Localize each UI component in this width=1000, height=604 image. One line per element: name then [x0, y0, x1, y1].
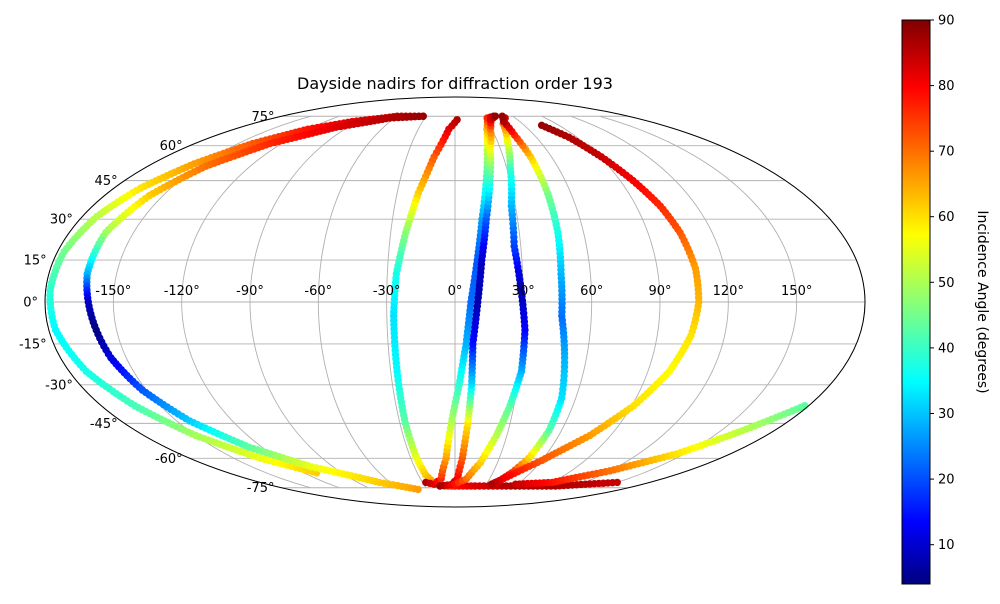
- lat-tick-label: 0°: [23, 296, 38, 311]
- colorbar-tick-label: 90: [938, 14, 955, 29]
- lat-tick-label: -15°: [19, 338, 47, 353]
- lon-tick-label: -120°: [164, 284, 200, 299]
- lon-tick-label: 120°: [713, 284, 744, 299]
- lat-tick-label: -75°: [247, 481, 275, 496]
- data-point: [491, 112, 500, 120]
- colorbar-ticks: 10 20 30 40 50 60 70 80 90: [930, 14, 955, 553]
- lon-tick-label: 60°: [580, 284, 603, 299]
- data-point: [498, 112, 506, 120]
- lat-tick-label: 75°: [251, 110, 274, 125]
- lon-tick-label: 150°: [781, 284, 812, 299]
- data-point: [487, 480, 496, 488]
- lon-tick-label: -150°: [95, 284, 131, 299]
- map-boundary: [44, 96, 866, 508]
- latitude-tick-labels: 75° 60° 45° 30° 15° 0° -15° -30° -45° -60° -75°: [19, 110, 275, 496]
- colorbar-tick-label: 20: [938, 473, 955, 488]
- colorbar-tick-label: 10: [938, 538, 955, 553]
- lat-tick-label: 30°: [50, 213, 73, 228]
- longitude-tick-labels: -150° -120° -90° -60° -30° 0° 30° 60° 90° 120° 150…: [95, 284, 812, 299]
- colorbar-tick-label: 80: [938, 79, 955, 94]
- colorbar-tick-label: 50: [938, 276, 955, 291]
- colorbar: 10 20 30 40 50 60 70 80 90 Incidence Angle (degr…: [901, 14, 990, 585]
- lat-tick-label: -60°: [155, 452, 183, 467]
- colorbar-label: Incidence Angle (degrees): [974, 210, 990, 393]
- lon-tick-label: -60°: [304, 284, 332, 299]
- data-point: [801, 402, 809, 410]
- lat-tick-label: 60°: [160, 139, 183, 154]
- lon-tick-label: -30°: [373, 284, 401, 299]
- data-points: [46, 112, 809, 494]
- lon-tick-label: 90°: [648, 284, 671, 299]
- lat-tick-label: -30°: [45, 378, 73, 393]
- lon-tick-label: 0°: [448, 284, 463, 299]
- lon-tick-label: 30°: [512, 284, 535, 299]
- lon-tick-label: -90°: [236, 284, 264, 299]
- colorbar-tick-label: 60: [938, 210, 955, 225]
- colorbar-gradient: [901, 19, 931, 585]
- lat-tick-label: 45°: [95, 174, 118, 189]
- lat-tick-label: -45°: [90, 417, 118, 432]
- colorbar-tick-label: 30: [938, 407, 955, 422]
- colorbar-tick-label: 70: [938, 145, 955, 160]
- chart-title: Dayside nadirs for diffraction order 193: [297, 74, 613, 93]
- lat-tick-label: 15°: [24, 254, 47, 269]
- data-point: [613, 478, 621, 487]
- data-point: [414, 485, 422, 494]
- colorbar-tick-label: 40: [938, 341, 955, 356]
